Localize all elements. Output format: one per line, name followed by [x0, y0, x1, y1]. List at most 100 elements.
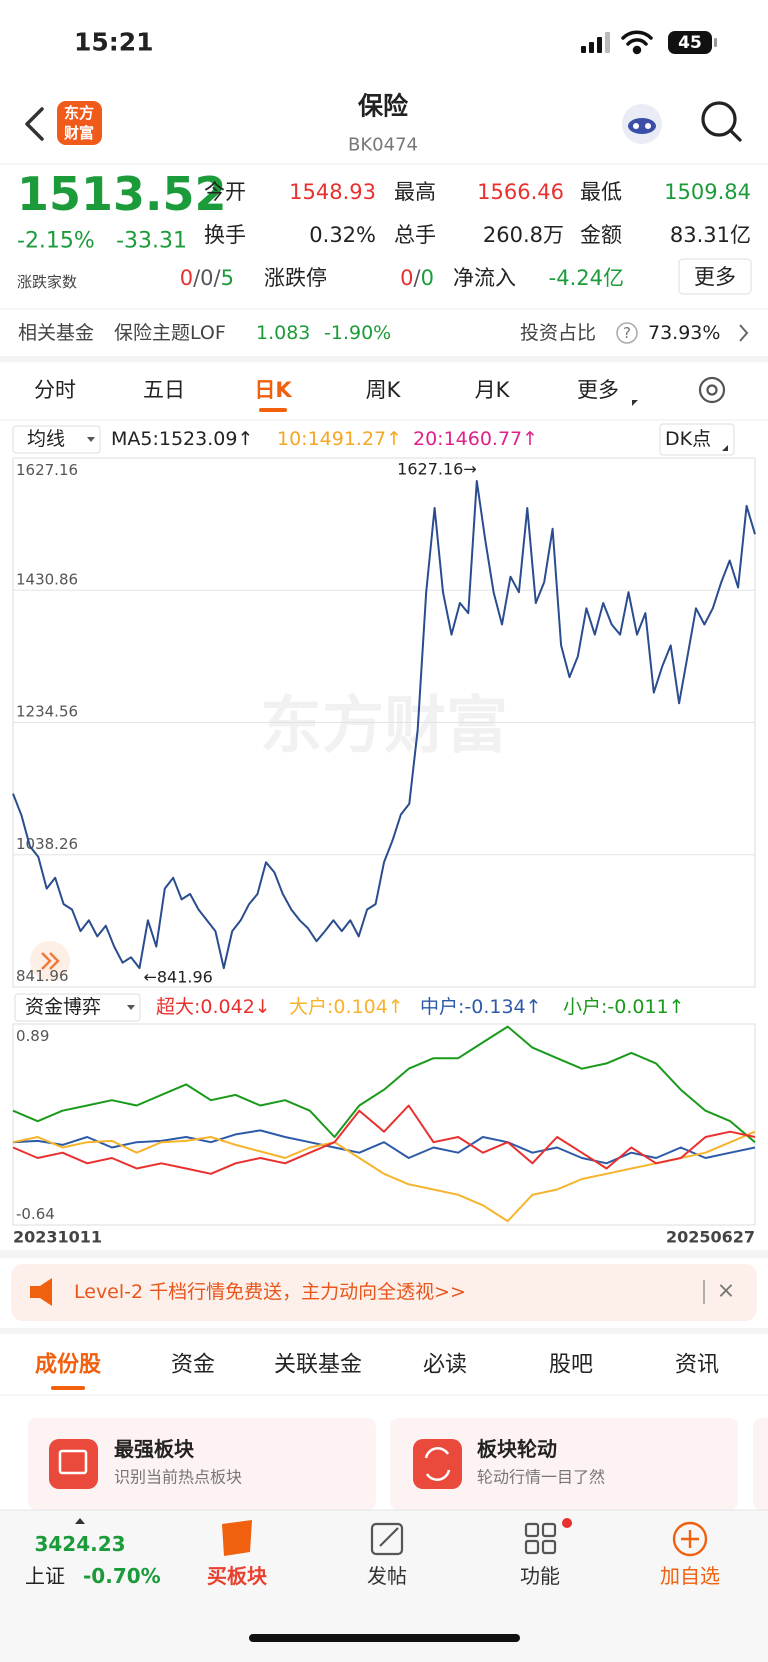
nav-item[interactable]: 加自选 — [660, 1564, 720, 1588]
period-tab[interactable]: 分时 — [34, 378, 76, 402]
logo — [57, 101, 102, 145]
dropdown-caret — [87, 437, 95, 442]
y-tick-label: 1234.56 — [16, 703, 78, 721]
content-tab[interactable]: 必读 — [423, 1353, 467, 1378]
card-subtitle: 轮动行情一目了然 — [477, 1468, 605, 1487]
segment: /0/ — [193, 266, 221, 290]
segmented-value: 0/0 — [400, 266, 434, 290]
card-icon — [49, 1439, 98, 1489]
banner-close[interactable]: × — [717, 1279, 735, 1304]
banner[interactable] — [11, 1264, 757, 1321]
legend-entry: 小户:-0.011↑ — [563, 996, 685, 1018]
period-tab[interactable]: 日K — [254, 378, 292, 402]
buy-sector-icon[interactable] — [222, 1520, 252, 1556]
stat-value: 260.8万 — [483, 223, 564, 247]
flow-selector-box[interactable] — [14, 993, 141, 1022]
status-time: 15:21 — [74, 28, 154, 57]
x-label: 20231011 — [13, 1228, 102, 1247]
y-tick-label: -0.64 — [16, 1205, 55, 1223]
segment: 0 — [421, 266, 434, 290]
dk-label: DK点 — [665, 428, 711, 450]
indicator-selector[interactable] — [12, 425, 101, 454]
dk-button[interactable] — [659, 423, 735, 456]
card-icon — [413, 1439, 462, 1489]
back-button[interactable] — [25, 107, 44, 141]
notification-dot — [562, 1518, 572, 1528]
period-tab[interactable]: 五日 — [143, 378, 185, 402]
series-line — [12, 1129, 756, 1165]
wifi-icon — [621, 30, 653, 55]
help-text: ? — [623, 324, 631, 342]
tab-underline — [259, 408, 287, 412]
more-button[interactable]: 更多 — [694, 265, 736, 289]
stat-label: 最低 — [580, 180, 622, 204]
flow-selector: 资金博弈 — [25, 996, 101, 1018]
more-button-box[interactable] — [678, 258, 752, 295]
battery-cap — [714, 38, 717, 47]
stat-value: 1566.46 — [477, 180, 564, 204]
index-change: -0.70% — [83, 1564, 161, 1588]
tab-underline — [51, 1386, 85, 1390]
chart-frame — [12, 1023, 756, 1226]
collapse-icon — [41, 952, 60, 970]
nav-item[interactable]: 功能 — [520, 1564, 560, 1588]
post-icon[interactable] — [370, 1522, 404, 1556]
battery-icon — [668, 31, 712, 54]
nav-item[interactable]: 发帖 — [367, 1564, 407, 1588]
search-button[interactable] — [701, 101, 742, 142]
content-tab[interactable]: 股吧 — [549, 1353, 593, 1378]
card-partial — [753, 1418, 768, 1510]
divider — [0, 1250, 768, 1258]
segmented-value: 0/0/5 — [180, 266, 234, 290]
ratio-label: 投资占比 — [520, 322, 596, 344]
y-tick-label: 1430.86 — [16, 570, 78, 588]
content-tab[interactable]: 资讯 — [675, 1353, 719, 1378]
logo-text: 东方 — [64, 104, 94, 122]
series-line — [12, 480, 756, 970]
period-tab[interactable]: 更多 — [577, 378, 619, 402]
dropdown-caret — [127, 1005, 135, 1010]
content-tab[interactable]: 关联基金 — [274, 1353, 362, 1378]
indicator-label: 20:1460.77↑ — [413, 428, 538, 450]
card-subtitle: 识别当前热点板块 — [114, 1468, 242, 1487]
period-tab[interactable]: 月K — [475, 378, 511, 402]
page-title: 保险 — [357, 92, 409, 121]
expand-caret[interactable] — [75, 1518, 85, 1524]
add-watchlist-icon[interactable] — [672, 1521, 708, 1557]
y-tick-label: 1038.26 — [16, 835, 78, 853]
stat-value: 83.31亿 — [670, 223, 751, 247]
min-annotation: ←841.96 — [143, 968, 212, 987]
indicator-label: MA5:1523.09↑ — [111, 428, 253, 450]
content-tab[interactable]: 资金 — [171, 1353, 215, 1378]
indicator-selector: 均线 — [27, 428, 65, 450]
legend-entry: 超大:0.042↓ — [156, 996, 271, 1018]
series-line — [12, 1130, 756, 1223]
segment: / — [414, 266, 422, 290]
segment: 0 — [180, 266, 193, 290]
breadth-label: 涨跌家数 — [17, 273, 77, 291]
y-tick-label: 0.89 — [16, 1027, 49, 1045]
watermark: 东方财富 — [260, 689, 508, 762]
index-name: 上证 — [25, 1564, 65, 1588]
index-value: 3424.23 — [34, 1532, 125, 1556]
net-inflow-label: 净流入 — [453, 266, 516, 290]
dropdown-caret — [722, 445, 728, 451]
signal-icon — [581, 32, 610, 53]
period-tab[interactable]: 周K — [366, 378, 402, 402]
fund-label: 相关基金 — [18, 322, 94, 344]
megaphone-icon — [30, 1278, 52, 1306]
assistant-icon[interactable] — [622, 104, 662, 144]
card[interactable] — [390, 1418, 738, 1510]
content-tab[interactable]: 成份股 — [35, 1353, 101, 1378]
card[interactable] — [28, 1418, 376, 1510]
nav-item[interactable]: 买板块 — [207, 1564, 268, 1588]
function-icon[interactable] — [524, 1522, 557, 1555]
stat-value: 0.32% — [309, 223, 376, 247]
help-icon[interactable] — [616, 322, 638, 344]
chevron — [739, 324, 749, 342]
card-icon-glyph — [424, 1447, 451, 1481]
card-title: 板块轮动 — [477, 1437, 557, 1461]
settings-button[interactable] — [698, 376, 726, 404]
battery-level: 45 — [678, 33, 702, 53]
change: -33.31 — [116, 229, 187, 254]
